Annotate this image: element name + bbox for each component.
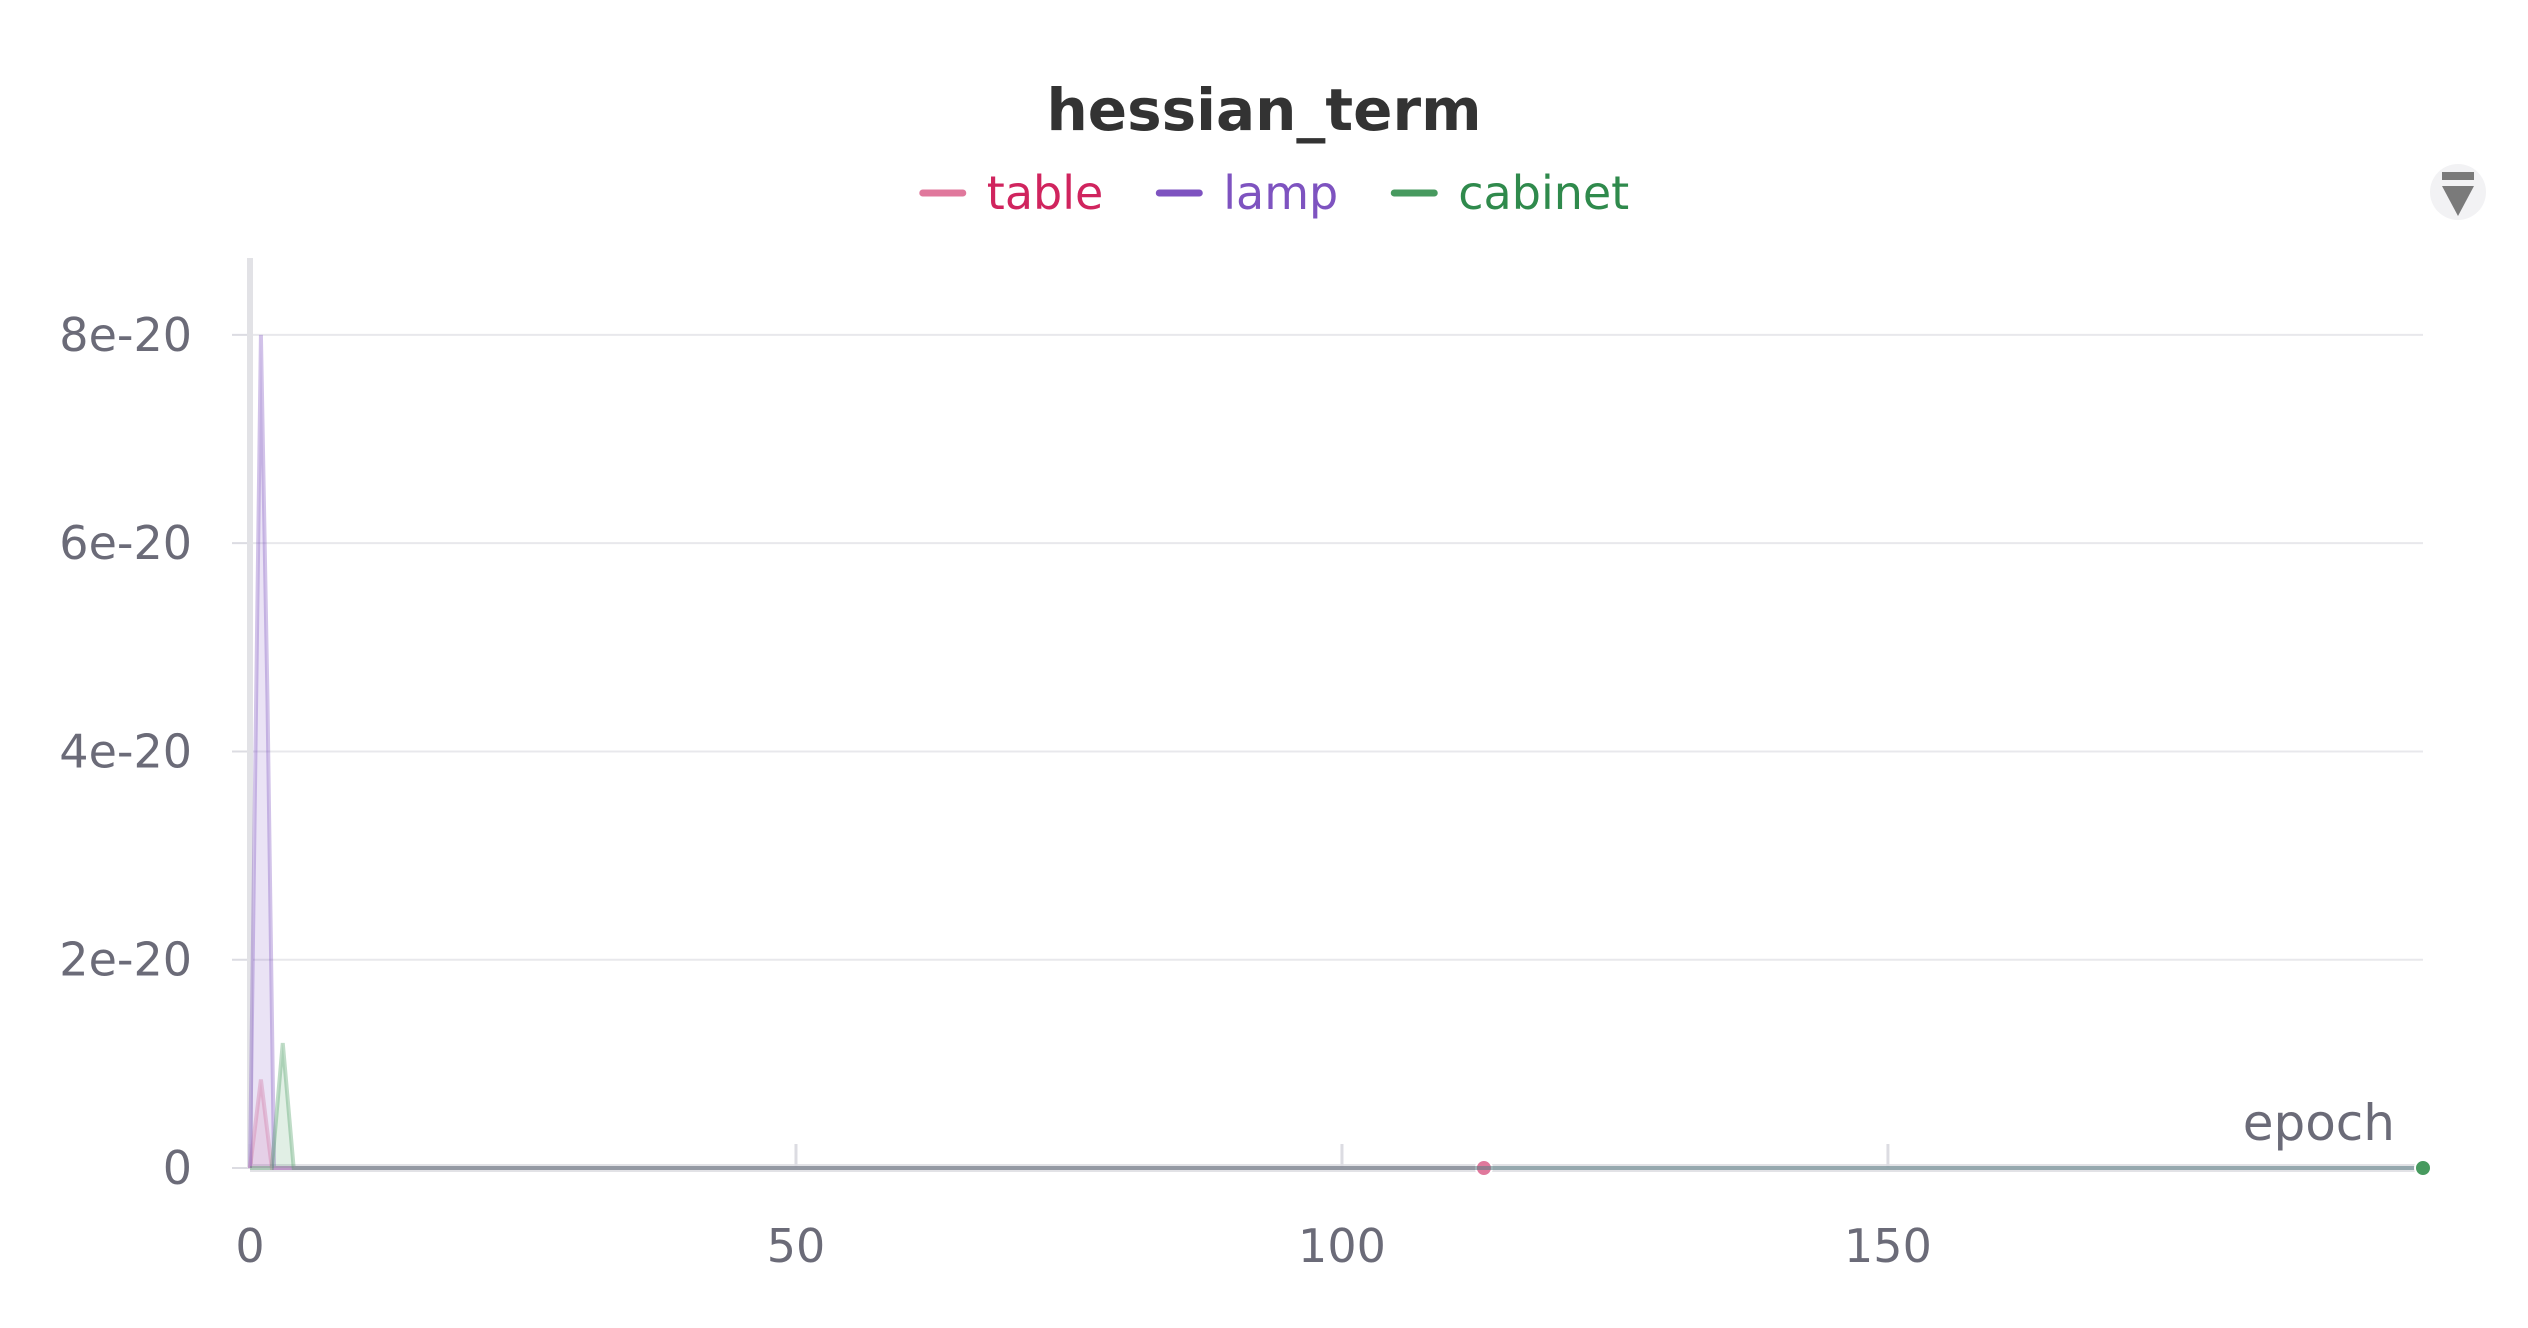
legend-label-lamp: lamp	[1223, 166, 1338, 220]
legend-label-table: table	[987, 166, 1104, 220]
grid	[250, 333, 2423, 961]
legend: table lamp cabinet	[919, 166, 1629, 220]
x-tick-label: 50	[767, 1219, 826, 1273]
expand-collapse-icon[interactable]	[2430, 164, 2486, 220]
series-end-marker-cabinet	[2414, 1159, 2432, 1177]
series-line-table	[248, 1079, 1484, 1170]
y-tick-label: 0	[163, 1141, 192, 1195]
series-line-lamp	[248, 334, 2423, 1170]
y-tick-label: 8e-20	[59, 308, 192, 362]
y-axis: 0 2e-20 4e-20 6e-20 8e-20	[59, 258, 253, 1195]
y-tick-label: 4e-20	[59, 724, 192, 778]
x-tick-label: 150	[1844, 1219, 1932, 1273]
x-tick-label: 0	[235, 1219, 264, 1273]
chart-title: hessian_term	[1046, 76, 1481, 144]
series-group	[248, 334, 2432, 1177]
series-area-table	[250, 1079, 1484, 1168]
x-axis: 0 50 100 150	[235, 1144, 2423, 1273]
legend-label-cabinet: cabinet	[1458, 166, 1629, 220]
x-tick-label: 100	[1298, 1219, 1386, 1273]
series-area-cabinet	[250, 1043, 2423, 1168]
series-line-cabinet	[250, 1042, 2423, 1170]
x-axis-label: epoch	[2243, 1094, 2395, 1152]
y-tick-label: 2e-20	[59, 933, 192, 987]
y-tick-label: 6e-20	[59, 516, 192, 570]
series-end-marker-table	[1474, 1159, 1493, 1177]
